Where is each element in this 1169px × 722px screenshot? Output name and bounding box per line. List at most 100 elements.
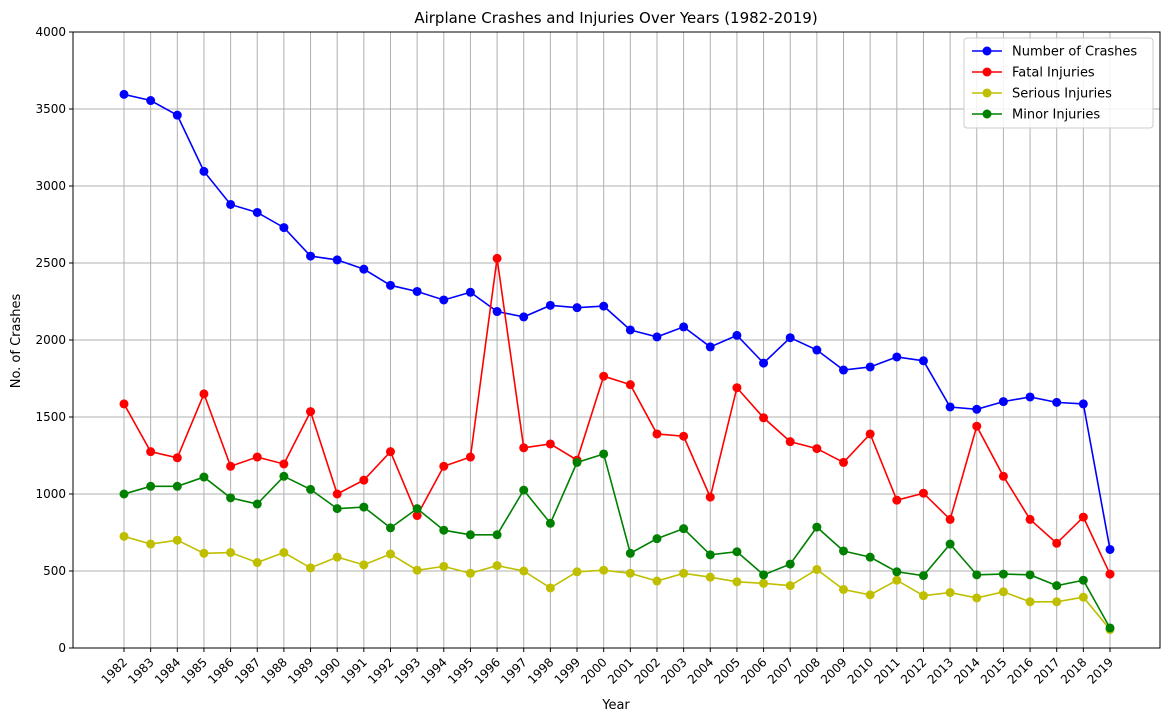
data-point bbox=[1105, 623, 1115, 633]
y-tick-label: 500 bbox=[43, 564, 66, 578]
data-point bbox=[705, 550, 715, 560]
x-tick-label: 2000 bbox=[578, 655, 609, 686]
data-point bbox=[1025, 514, 1035, 524]
data-point bbox=[199, 166, 209, 176]
legend-swatch-marker bbox=[982, 88, 992, 98]
data-point bbox=[545, 439, 555, 449]
y-tick-label: 1500 bbox=[35, 410, 66, 424]
data-point bbox=[785, 581, 795, 591]
data-point bbox=[705, 342, 715, 352]
x-tick-label: 1985 bbox=[179, 655, 210, 686]
data-point bbox=[199, 389, 209, 399]
data-point bbox=[918, 571, 928, 581]
data-point bbox=[572, 567, 582, 577]
data-point bbox=[839, 546, 849, 556]
data-point bbox=[572, 303, 582, 313]
data-point bbox=[625, 548, 635, 558]
data-point bbox=[892, 495, 902, 505]
data-point bbox=[492, 307, 502, 317]
x-tick-label: 1998 bbox=[525, 655, 556, 686]
series-serious-injuries bbox=[119, 531, 1115, 635]
data-point bbox=[705, 492, 715, 502]
data-point bbox=[759, 413, 769, 423]
x-tick-label: 1995 bbox=[445, 655, 476, 686]
data-point bbox=[439, 561, 449, 571]
data-point bbox=[679, 568, 689, 578]
data-point bbox=[998, 397, 1008, 407]
data-point bbox=[732, 547, 742, 557]
x-tick-label: 2019 bbox=[1085, 655, 1116, 686]
data-point bbox=[332, 255, 342, 265]
x-tick-label: 1986 bbox=[205, 655, 236, 686]
legend-swatch-marker bbox=[982, 67, 992, 77]
ticks: 0 500 1000 1500 2000 2500 3000 3500 4000 19821983… bbox=[35, 25, 1116, 687]
y-tick-label: 2000 bbox=[35, 333, 66, 347]
data-point bbox=[625, 325, 635, 335]
data-point bbox=[252, 499, 262, 509]
series-line bbox=[123, 535, 1111, 631]
x-tick-label: 2009 bbox=[818, 655, 849, 686]
data-point bbox=[172, 110, 182, 120]
x-tick-label: 2006 bbox=[738, 655, 769, 686]
x-tick-label: 2014 bbox=[951, 655, 982, 686]
legend-box bbox=[963, 37, 1154, 129]
x-tick-label: 1983 bbox=[125, 655, 156, 686]
data-point bbox=[839, 365, 849, 375]
x-tick-label: 2002 bbox=[632, 655, 663, 686]
data-point bbox=[998, 569, 1008, 579]
y-tick-label: 0 bbox=[58, 641, 66, 655]
y-tick-label: 1000 bbox=[35, 487, 66, 501]
data-point bbox=[759, 570, 769, 580]
y-tick-label: 4000 bbox=[35, 25, 66, 39]
data-point bbox=[465, 452, 475, 462]
data-point bbox=[465, 287, 475, 297]
x-tick-label: 2012 bbox=[898, 655, 929, 686]
data-point bbox=[226, 548, 236, 558]
data-point bbox=[385, 523, 395, 533]
data-point bbox=[1078, 512, 1088, 522]
series-line bbox=[123, 258, 1111, 575]
x-tick-label: 2016 bbox=[1005, 655, 1036, 686]
data-point bbox=[545, 583, 555, 593]
data-point bbox=[226, 199, 236, 209]
data-point bbox=[1025, 597, 1035, 607]
data-point bbox=[865, 362, 875, 372]
x-tick-label: 1994 bbox=[418, 655, 449, 686]
data-point bbox=[732, 577, 742, 587]
y-tick-label: 3500 bbox=[35, 102, 66, 116]
data-point bbox=[972, 570, 982, 580]
data-point bbox=[599, 301, 609, 311]
data-point bbox=[652, 534, 662, 544]
y-axis-label: No. of Crashes bbox=[9, 294, 24, 389]
data-point bbox=[279, 548, 289, 558]
data-point bbox=[306, 484, 316, 494]
data-point bbox=[972, 404, 982, 414]
legend: Number of Crashes Fatal Injuries Serious I… bbox=[963, 37, 1154, 129]
data-point bbox=[732, 383, 742, 393]
x-tick-label: 2017 bbox=[1031, 655, 1062, 686]
data-point bbox=[119, 399, 129, 409]
legend-entry: Fatal Injuries bbox=[1012, 66, 1095, 81]
legend-entry: Number of Crashes bbox=[1012, 45, 1137, 60]
data-point bbox=[545, 518, 555, 528]
x-tick-label: 2008 bbox=[791, 655, 822, 686]
x-tick-label: 1990 bbox=[312, 655, 343, 686]
data-point bbox=[439, 525, 449, 535]
data-point bbox=[572, 457, 582, 467]
data-point bbox=[172, 535, 182, 545]
data-point bbox=[252, 452, 262, 462]
data-point bbox=[306, 563, 316, 573]
data-point bbox=[599, 565, 609, 575]
chart-title: Airplane Crashes and Injuries Over Years… bbox=[414, 9, 817, 27]
x-tick-label: 2015 bbox=[978, 655, 1009, 686]
data-point bbox=[519, 312, 529, 322]
data-point bbox=[519, 443, 529, 453]
x-tick-label: 1997 bbox=[498, 655, 529, 686]
x-tick-label: 2011 bbox=[871, 655, 902, 686]
data-point bbox=[412, 565, 422, 575]
x-tick-label: 1996 bbox=[472, 655, 503, 686]
series-number-of-crashes bbox=[119, 89, 1115, 554]
data-point bbox=[759, 578, 769, 588]
data-point bbox=[199, 548, 209, 558]
